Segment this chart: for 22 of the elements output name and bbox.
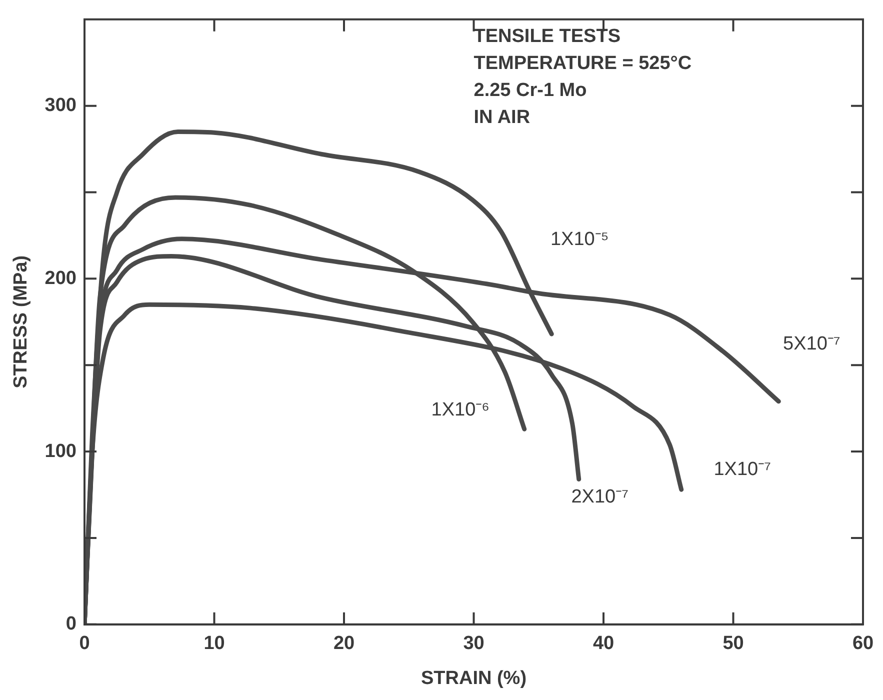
y-tick-label: 200 [44,268,76,289]
x-tick-label: 10 [204,633,225,654]
x-axis-title: STRAIN (%) [420,668,527,689]
x-tick-label: 30 [463,633,484,654]
y-tick-label: 300 [44,95,76,116]
annotation: TENSILE TESTS [474,26,620,48]
y-tick-label: 100 [44,440,76,462]
y-axis-title: STRESS (MPa) [10,255,32,388]
annotation: IN AIR [474,107,530,128]
x-tick-label: 20 [333,633,355,654]
x-tick-label: 0 [79,633,90,654]
series-label: 2X10⁻⁷ [571,486,629,508]
x-tick-label: 60 [852,633,874,654]
series-label: 1X10⁻⁵ [550,229,609,250]
y-tick-label: 0 [66,614,76,635]
x-tick-label: 50 [722,633,744,654]
series-label: 5X10⁻⁷ [783,334,840,355]
x-tick-label: 40 [592,633,614,654]
series-label: 1X10⁻⁶ [431,399,490,420]
annotation: TEMPERATURE = 525°C [474,53,692,74]
annotation: 2.25 Cr-1 Mo [474,80,587,102]
series-label: 1X10⁻⁷ [714,458,772,480]
